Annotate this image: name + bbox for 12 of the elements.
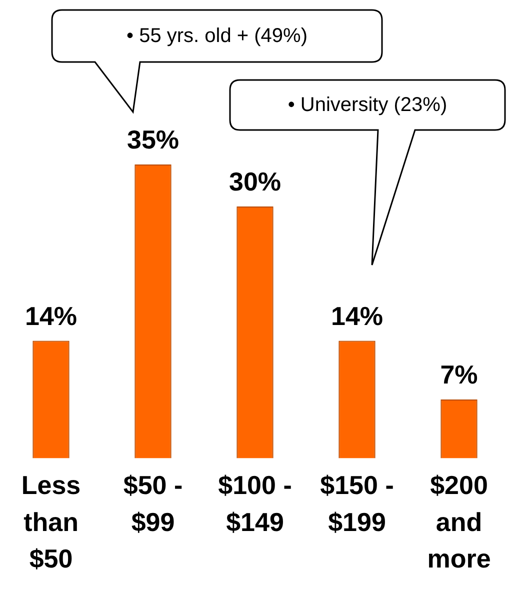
x-tick-label: $50 - $99 bbox=[123, 470, 183, 537]
x-tick-label: Less than $50 bbox=[21, 470, 81, 574]
data-label: 35% bbox=[126, 124, 180, 155]
text: • University (23%) bbox=[286, 92, 448, 118]
data-label: 7% bbox=[440, 360, 478, 390]
data-label: 14% bbox=[24, 300, 78, 331]
x-tick-label: $200 and more bbox=[427, 470, 491, 574]
x-tick-label: $100 - $149 bbox=[218, 470, 292, 537]
data-label: 30% bbox=[228, 166, 282, 197]
text: • 55 yrs. old + (49%) bbox=[126, 24, 308, 48]
x-tick-label: $150 - $199 bbox=[320, 470, 394, 537]
data-label: 14% bbox=[330, 300, 384, 331]
